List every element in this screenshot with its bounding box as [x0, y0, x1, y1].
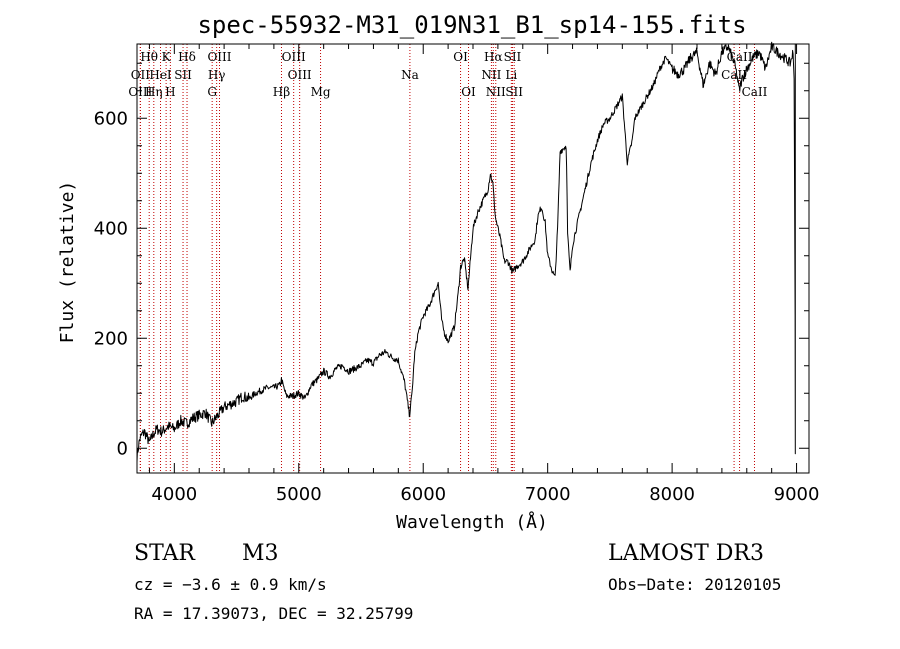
line-marker-label: OIII: [207, 50, 231, 64]
x-tick-label: 9000: [774, 484, 820, 505]
redshift-cz: cz = −3.6 ± 0.9 km/s: [134, 575, 327, 594]
line-marker-label: SII: [174, 68, 192, 82]
x-tick-labels: 4000 5000 6000 7000 8000 9000: [151, 484, 819, 505]
line-marker-label: K: [162, 50, 172, 64]
line-marker-label: CaII: [742, 85, 768, 99]
object-class: STAR: [134, 541, 196, 566]
line-marker-label: Na: [401, 68, 419, 82]
line-marker-label: Mg: [311, 85, 331, 99]
line-marker-label: CaII: [721, 68, 747, 82]
line-marker-label: HeI: [149, 68, 172, 82]
y-tick-label: 400: [94, 218, 128, 239]
spectrum-line: [136, 41, 796, 463]
line-marker-label: H: [165, 85, 175, 99]
line-marker-label: OIII: [288, 68, 312, 82]
x-axis-label: Wavelength (Å): [396, 511, 548, 533]
x-tick-label: 5000: [276, 484, 322, 505]
survey-name: LAMOST DR3: [608, 541, 764, 566]
x-tick-label: 8000: [649, 484, 695, 505]
line-marker-label: Hθ: [140, 50, 158, 64]
y-tick-label: 600: [94, 108, 128, 129]
object-subclass: M3: [242, 541, 279, 566]
spectrum-layer: [136, 41, 796, 463]
y-tick-label: 0: [117, 438, 128, 459]
axis-ticks: [137, 44, 809, 473]
chart-title: spec-55932-M31_019N31_B1_sp14-155.fits: [197, 11, 746, 39]
y-axis-label: Flux (relative): [57, 181, 78, 344]
line-marker-label: OI: [461, 85, 476, 99]
line-marker-label: SII: [505, 85, 523, 99]
line-marker-label: Hδ: [178, 50, 196, 64]
line-marker-label: Hβ: [273, 85, 290, 99]
y-tick-label: 200: [94, 328, 128, 349]
line-marker-label: Hη: [145, 85, 163, 99]
line-marker-label: OIII: [282, 50, 306, 64]
x-tick-label: 6000: [400, 484, 446, 505]
line-marker-label: NII: [486, 85, 506, 99]
observation-date: Obs−Date: 20120105: [608, 575, 781, 594]
line-marker-label: Hγ: [208, 68, 226, 82]
line-marker-label: SII: [504, 50, 522, 64]
line-marker-label: NII: [481, 68, 501, 82]
x-tick-label: 7000: [525, 484, 571, 505]
line-marker-label: Hα: [484, 50, 503, 64]
line-marker-group: [139, 44, 755, 473]
plot-frame: [136, 43, 810, 474]
y-tick-labels: 0 200 400 600: [94, 108, 128, 459]
line-marker-label: G: [207, 85, 217, 99]
coordinates: RA = 17.39073, DEC = 32.25799: [134, 604, 413, 623]
line-marker-label: OI: [453, 50, 468, 64]
line-marker-label: OII: [131, 68, 151, 82]
x-tick-label: 4000: [151, 484, 197, 505]
line-marker-label: Li: [505, 68, 517, 82]
line-marker-label: OIII: [128, 85, 152, 99]
